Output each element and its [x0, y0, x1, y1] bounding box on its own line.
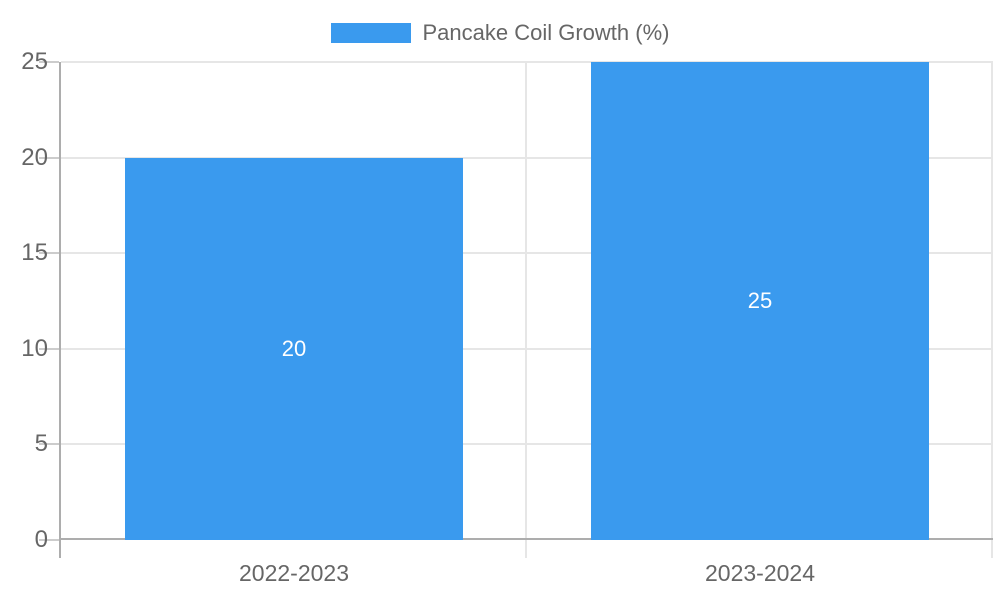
y-gridline: [61, 252, 993, 255]
x-tick-label: 2023-2024: [705, 560, 815, 586]
y-gridline: [61, 156, 993, 159]
y-tick-mark: [39, 252, 59, 255]
y-gridline: [61, 347, 993, 350]
y-tick-mark: [39, 61, 59, 63]
x-axis-line: [59, 538, 993, 540]
y-gridline: [61, 443, 993, 446]
y-tick-label: 15: [21, 239, 48, 267]
y-tick-label: 25: [21, 48, 48, 75]
y-tick-label: 5: [34, 430, 48, 458]
plot-area: 20 25: [39, 61, 993, 558]
bar-data-label: 25: [747, 288, 773, 313]
y-tick-mark: [39, 156, 59, 159]
y-tick-mark: [39, 443, 59, 446]
y-tick-mark: [39, 347, 59, 350]
bar[interactable]: [591, 62, 929, 540]
bar-data-label: 20: [281, 336, 307, 361]
legend: Pancake Coil Growth (%): [0, 20, 1000, 46]
x-tick-label: 2022-2023: [239, 560, 349, 586]
x-gridline: [525, 62, 527, 558]
legend-item[interactable]: Pancake Coil Growth (%): [330, 20, 670, 46]
y-tick-label: 20: [21, 143, 48, 171]
x-gridline: [991, 62, 993, 558]
y-tick-label: 0: [34, 526, 48, 553]
legend-swatch: [330, 23, 411, 43]
y-tick-mark: [39, 539, 59, 541]
y-axis-line: [59, 62, 61, 558]
y-tick-label: 10: [21, 334, 48, 362]
legend-label: Pancake Coil Growth (%): [422, 20, 670, 45]
y-gridline: [61, 61, 993, 63]
bar[interactable]: [125, 158, 463, 540]
